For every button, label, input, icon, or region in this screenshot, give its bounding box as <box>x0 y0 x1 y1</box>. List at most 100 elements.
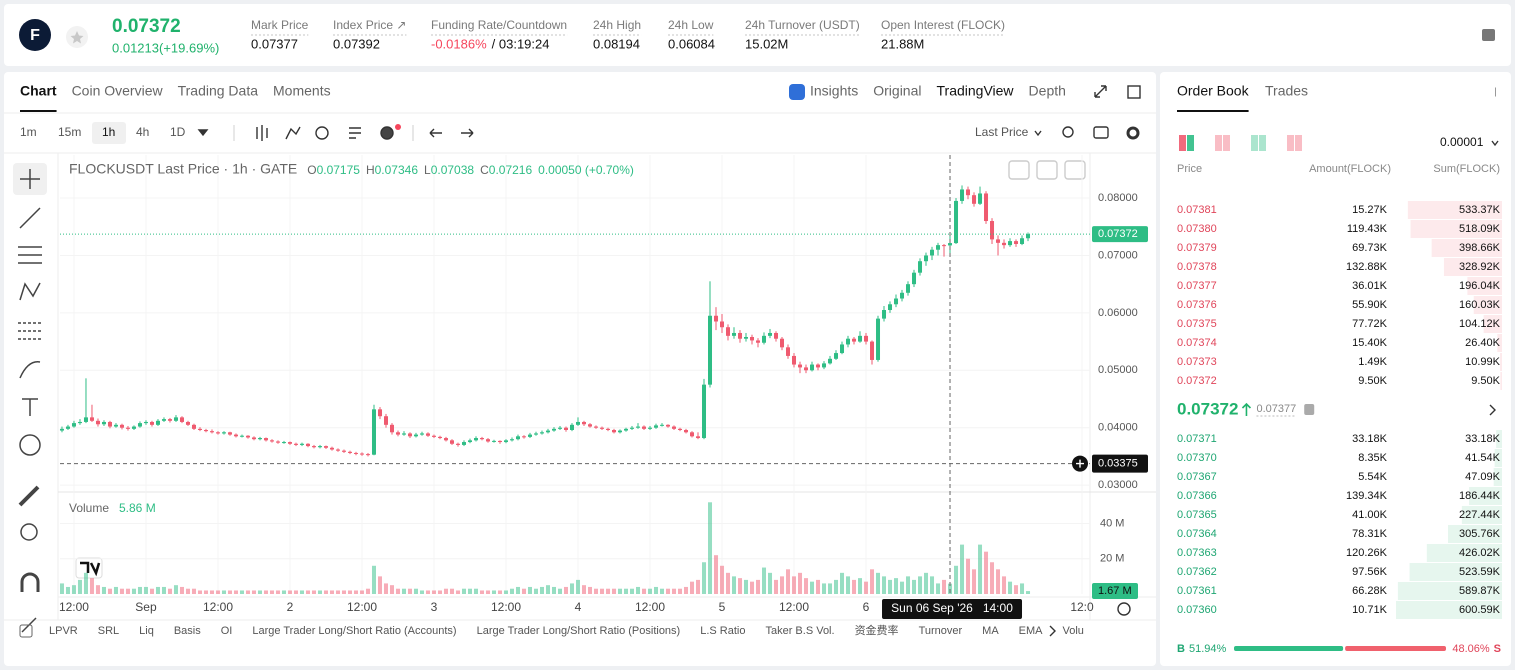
indicator[interactable]: Liq <box>139 625 154 637</box>
book-price[interactable]: 0.07374 <box>1177 337 1217 349</box>
book-price[interactable]: 0.07372 <box>1177 375 1217 387</box>
search[interactable] <box>1062 126 1074 138</box>
menu-icon[interactable] <box>1482 29 1495 41</box>
book-price[interactable]: 0.07376 <box>1177 299 1217 311</box>
layout-icon[interactable] <box>1179 135 1186 151</box>
candle-type[interactable] <box>256 125 268 141</box>
chevron[interactable] <box>1489 404 1496 416</box>
tab[interactable]: Trades <box>1265 83 1308 99</box>
indicator[interactable]: MA <box>982 625 999 637</box>
indicator[interactable]: L.S Ratio <box>700 625 745 637</box>
tab[interactable]: Coin Overview <box>72 83 164 99</box>
book-price[interactable]: 0.07379 <box>1177 242 1217 254</box>
book-price[interactable]: 0.07364 <box>1177 528 1217 540</box>
layout-icon[interactable] <box>1259 135 1266 151</box>
more[interactable] <box>1495 87 1497 97</box>
replay[interactable] <box>315 126 329 140</box>
tab[interactable]: Trading Data <box>178 83 259 99</box>
book-price[interactable]: 0.07360 <box>1177 604 1217 616</box>
redo[interactable] <box>461 128 474 138</box>
tab[interactable]: Insights <box>810 83 858 99</box>
templates[interactable] <box>349 127 361 139</box>
layout-icon[interactable] <box>1187 135 1194 151</box>
indicator[interactable]: Large Trader Long/Short Ratio (Positions… <box>477 625 681 637</box>
window[interactable] <box>1127 85 1141 99</box>
volume-bar <box>648 588 653 594</box>
dropdown[interactable] <box>1491 140 1499 147</box>
candle-body <box>335 449 340 451</box>
indicator[interactable]: LPVR <box>49 625 78 637</box>
crosshair-tool[interactable] <box>20 169 40 189</box>
precision[interactable]: 0.00001 <box>1440 135 1484 149</box>
indicator[interactable]: Taker B.S Vol. <box>765 625 834 637</box>
layout-icon[interactable] <box>1215 135 1222 151</box>
indicator[interactable]: OI <box>221 625 233 637</box>
book-price[interactable]: 0.07370 <box>1177 452 1217 464</box>
layout-icon[interactable] <box>1287 135 1294 151</box>
tab[interactable]: Depth <box>1029 83 1066 99</box>
book-price[interactable]: 0.07380 <box>1177 223 1217 235</box>
expand[interactable] <box>1094 85 1107 98</box>
trendline-tool[interactable] <box>19 207 41 229</box>
book-price[interactable]: 0.07365 <box>1177 509 1217 521</box>
tab[interactable]: TradingView <box>937 83 1015 99</box>
chart-button[interactable] <box>1036 160 1058 180</box>
indicator[interactable]: 资金费率 <box>855 623 899 637</box>
emoji-tool[interactable] <box>19 434 41 456</box>
tab[interactable]: Original <box>873 83 921 99</box>
lines-tool[interactable] <box>18 246 42 264</box>
layout-icon[interactable] <box>1223 135 1230 151</box>
book-price[interactable]: 0.07363 <box>1177 547 1217 559</box>
text-tool[interactable] <box>22 398 38 416</box>
indicator[interactable]: EMA <box>1019 625 1044 637</box>
book-price[interactable]: 0.07371 <box>1177 433 1217 445</box>
magnet-tool[interactable] <box>20 572 40 592</box>
axis-settings[interactable] <box>1117 602 1131 616</box>
interval[interactable]: 1D <box>170 125 186 139</box>
book-price[interactable]: 0.07366 <box>1177 490 1217 502</box>
dropdown[interactable] <box>197 129 209 137</box>
interval[interactable]: 4h <box>136 125 149 139</box>
book-price[interactable]: 0.07367 <box>1177 471 1217 483</box>
book-price[interactable]: 0.07362 <box>1177 566 1217 578</box>
pattern-tool[interactable] <box>19 282 41 301</box>
layout-icon[interactable] <box>1295 135 1302 151</box>
brush-tool[interactable] <box>19 361 41 379</box>
book-price[interactable]: 0.07375 <box>1177 318 1217 330</box>
indicator[interactable]: Turnover <box>919 625 963 637</box>
interval[interactable]: 1m <box>20 125 37 139</box>
indicator[interactable]: SRL <box>98 625 119 637</box>
chart-button[interactable] <box>1008 160 1030 180</box>
alerts[interactable] <box>380 126 394 140</box>
indicator[interactable]: Basis <box>174 625 201 637</box>
indicator[interactable]: Large Trader Long/Short Ratio (Accounts) <box>252 625 456 637</box>
settings[interactable] <box>1126 126 1140 140</box>
scroll-right[interactable] <box>1049 625 1056 637</box>
zoom-tool[interactable] <box>20 523 38 541</box>
book-price[interactable]: 0.07378 <box>1177 261 1217 273</box>
candle-body <box>636 426 641 428</box>
chart-button[interactable] <box>1064 160 1086 180</box>
tab[interactable]: Moments <box>273 83 331 99</box>
indicators[interactable] <box>285 126 301 140</box>
tab[interactable]: Order Book <box>1177 83 1250 99</box>
fib-tool[interactable] <box>18 322 42 340</box>
book-price[interactable]: 0.07381 <box>1177 204 1217 216</box>
volume-bar <box>107 588 112 594</box>
book-price[interactable]: 0.07361 <box>1177 585 1217 597</box>
dropdown[interactable] <box>1034 130 1042 137</box>
indicator-tab[interactable] <box>19 624 33 638</box>
ruler-tool[interactable] <box>18 485 40 507</box>
interval[interactable]: 15m <box>58 125 81 139</box>
indicator[interactable]: Volu <box>1063 625 1084 637</box>
screenshot[interactable] <box>1093 126 1109 139</box>
undo[interactable] <box>429 128 442 138</box>
layout-icon[interactable] <box>1251 135 1258 151</box>
book-price[interactable]: 0.07373 <box>1177 356 1217 368</box>
shield-icon <box>1304 404 1315 415</box>
interval[interactable]: 1h <box>102 125 115 139</box>
price-type[interactable]: Last Price <box>975 125 1029 139</box>
book-price[interactable]: 0.07377 <box>1177 280 1217 292</box>
tab[interactable]: Chart <box>20 83 57 99</box>
candle-body <box>792 355 797 365</box>
